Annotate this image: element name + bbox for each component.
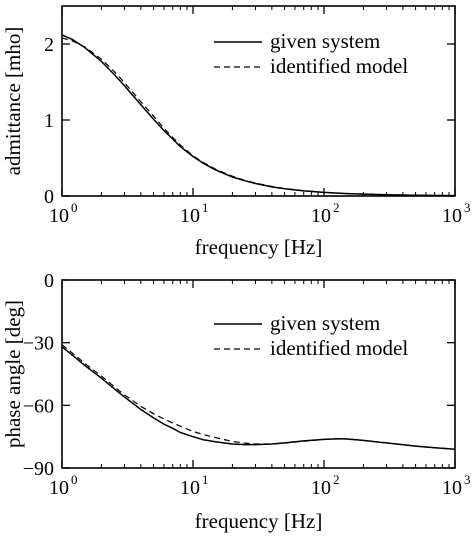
chart1-y-axis-label: admittance [mho] — [1, 27, 25, 176]
chart1-xtick-exponent: 0 — [71, 200, 78, 215]
chart2-xtick-label: 10 — [49, 477, 69, 499]
chart2-series-2-line — [61, 344, 456, 450]
chart1-x-axis-label: frequency [Hz] — [195, 235, 323, 259]
chart1-xtick-exponent: 3 — [464, 200, 471, 215]
chart1-xtick-label: 10 — [180, 205, 200, 227]
chart2-xtick-label: 10 — [180, 477, 200, 499]
chart2-ytick-label: −90 — [23, 458, 54, 480]
chart2-xtick-label: 10 — [311, 477, 331, 499]
chart1-legend-label-2: identified model — [270, 54, 408, 78]
chart1-series-2-line — [61, 37, 456, 197]
chart1-ytick-label: 0 — [44, 186, 54, 208]
chart2-ytick-label: −30 — [23, 333, 54, 355]
chart2-xtick-exponent: 0 — [71, 472, 78, 487]
chart1-xtick-exponent: 1 — [202, 200, 209, 215]
chart1-plot-frame — [61, 5, 456, 197]
chart1-legend-label-1: given system — [270, 29, 380, 53]
chart2-xtick-exponent: 1 — [202, 472, 209, 487]
chart2-y-axis-label: phase angle [deg] — [1, 300, 25, 448]
chart2-ytick-label: 0 — [44, 270, 54, 292]
chart2-xtick-label: 10 — [442, 477, 462, 499]
chart2-x-axis-label: frequency [Hz] — [195, 509, 323, 533]
chart2-series-1-line — [61, 346, 456, 450]
chart1-xtick-label: 10 — [442, 205, 462, 227]
chart1-xtick-exponent: 2 — [333, 200, 340, 215]
chart1-ytick-label: 1 — [44, 110, 54, 132]
chart2-ytick-label: −60 — [23, 395, 54, 417]
chart1-xtick-label: 10 — [49, 205, 69, 227]
chart2-xtick-exponent: 3 — [464, 472, 471, 487]
chart1-xtick-label: 10 — [311, 205, 331, 227]
chart2-legend-label-2: identified model — [270, 336, 408, 360]
chart1-ytick-label: 2 — [44, 34, 54, 56]
chart2-legend-label-1: given system — [270, 311, 380, 335]
chart2-xtick-exponent: 2 — [333, 472, 340, 487]
chart2-plot-frame — [61, 279, 456, 469]
